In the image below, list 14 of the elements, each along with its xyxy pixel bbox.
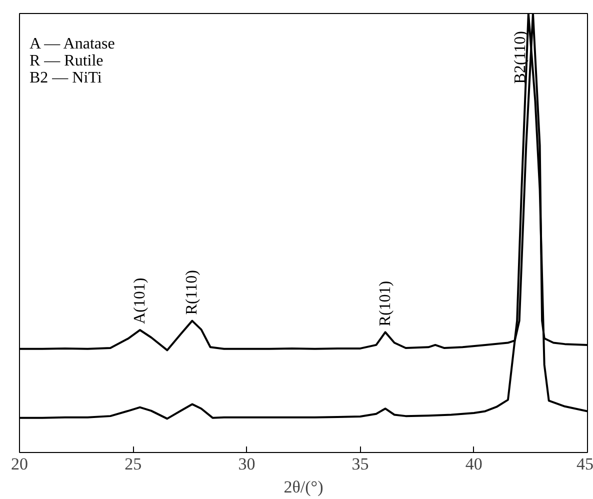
annotation: B2(110) (512, 31, 529, 84)
x-tick-label: 30 (238, 454, 256, 474)
x-tick-label: 40 (465, 454, 482, 474)
x-tick-label: 20 (11, 454, 28, 474)
x-tick-label: 35 (352, 454, 369, 474)
annotation: R(110) (184, 270, 201, 315)
annotation: B2 — NiTi (30, 70, 102, 86)
x-tick-label: 25 (124, 454, 142, 474)
x-tick-label: 45 (576, 454, 593, 474)
annotation: R — Rutile (30, 52, 104, 70)
annotation: A — Anatase (30, 36, 115, 52)
x-axis-title: 2θ/(°) (284, 478, 324, 496)
annotation: R(101) (376, 280, 394, 326)
annotation: A(101) (131, 278, 148, 324)
